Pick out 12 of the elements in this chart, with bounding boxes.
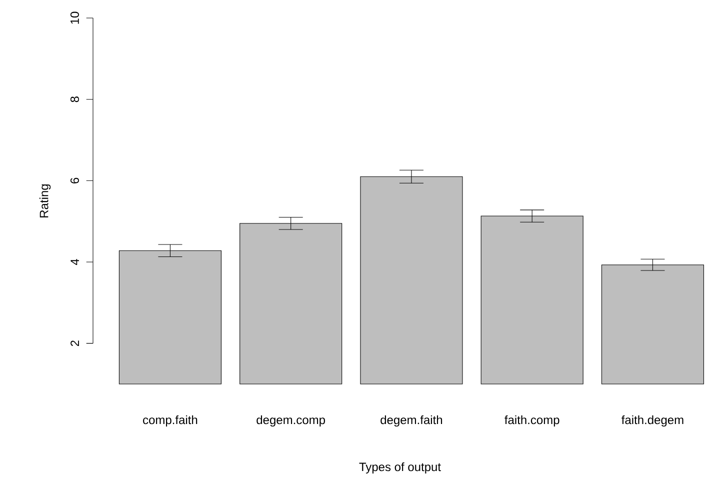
x-tick-label: faith.comp <box>504 415 560 427</box>
y-tick-label: 8 <box>70 96 79 102</box>
x-tick-label: degem.comp <box>256 415 326 427</box>
y-axis-title: Rating <box>39 184 51 218</box>
x-tick-label: comp.faith <box>143 415 198 427</box>
x-axis-title: Types of output <box>359 462 441 474</box>
y-tick-label: 4 <box>70 259 79 266</box>
y-tick-label: 2 <box>70 340 79 346</box>
y-tick-label: 10 <box>70 12 79 24</box>
y-tick-label: 6 <box>70 178 79 184</box>
x-tick-label: faith.degem <box>622 415 684 427</box>
x-tick-label: degem.faith <box>380 415 442 427</box>
